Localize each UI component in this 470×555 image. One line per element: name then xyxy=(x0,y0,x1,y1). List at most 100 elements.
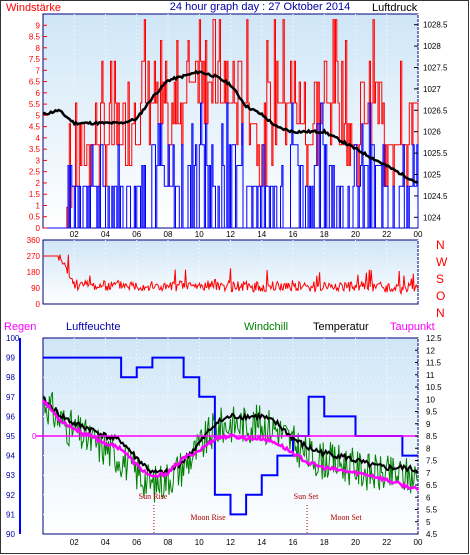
temperature-tick-label: 12 xyxy=(426,346,435,355)
left-tick-label: 1.5 xyxy=(29,190,41,199)
left-tick-label: 7 xyxy=(36,66,41,75)
temperature-tick-label: 7 xyxy=(426,469,431,478)
temperature-tick-label: 5.5 xyxy=(426,506,438,515)
temperature-tick-label: 6.5 xyxy=(426,481,438,490)
wind-direction-series-line xyxy=(43,254,419,296)
temperature-tick-label: 9 xyxy=(426,420,431,429)
direction-tick-label: 0 xyxy=(36,300,41,309)
moon-set-label: Moon Set xyxy=(330,513,362,522)
left-tick-label: 2.5 xyxy=(29,168,41,177)
wind-gust-series-line xyxy=(43,102,419,229)
left-tick-label: 1 xyxy=(36,201,41,210)
temperature-tick-label: 6 xyxy=(426,493,431,502)
right-tick-label: 1025 xyxy=(423,171,441,180)
compass-label: W xyxy=(436,255,448,269)
right-tick-label: 1026.5 xyxy=(423,106,448,115)
humidity-tick-label: 91 xyxy=(6,510,15,519)
rain-zero-label: 0 xyxy=(32,432,37,441)
right-tick-label: 1027 xyxy=(423,85,441,94)
temperature-tick-label: 4.5 xyxy=(426,530,438,539)
humidity-tick-label: 97 xyxy=(6,393,15,402)
right-tick-label: 1025.5 xyxy=(423,149,448,158)
temperature-tick-label: 8 xyxy=(426,444,431,453)
luftfeuchte-label: Luftfeuchte xyxy=(66,321,120,333)
hour-tick-label: 02 xyxy=(70,230,79,239)
temperatur-label: Temperatur xyxy=(313,321,369,333)
hour-tick-label: 10 xyxy=(195,230,204,239)
hour-tick-label: 00 xyxy=(414,538,423,547)
hour-tick-label: 12 xyxy=(226,538,235,547)
hour-tick-label: 06 xyxy=(132,538,141,547)
left-tick-label: 8.5 xyxy=(29,33,41,42)
left-tick-label: 2 xyxy=(36,179,41,188)
hour-tick-label: 04 xyxy=(101,230,110,239)
hour-tick-label: 18 xyxy=(320,538,329,547)
right-tick-label: 1024.5 xyxy=(423,192,448,201)
sun-rise-label: Sun Rise xyxy=(139,492,168,501)
right-tick-label: 1028.5 xyxy=(423,21,448,30)
hour-tick-label: 18 xyxy=(320,230,329,239)
right-tick-label: 1026 xyxy=(423,128,441,137)
chart-title: 24 hour graph day : 27 Oktober 2014 xyxy=(170,1,350,13)
hour-tick-label: 10 xyxy=(195,538,204,547)
hour-tick-label: 04 xyxy=(101,538,110,547)
humidity-tick-label: 99 xyxy=(6,354,15,363)
temperature-tick-label: 8.5 xyxy=(426,432,438,441)
direction-tick-label: 270 xyxy=(27,252,41,261)
temperature-tick-label: 9.5 xyxy=(426,408,438,417)
temperature-tick-label: 10.5 xyxy=(426,383,442,392)
hour-tick-label: 06 xyxy=(132,230,141,239)
hour-tick-label: 08 xyxy=(164,538,173,547)
luftdruck-label: Luftdruck xyxy=(372,2,418,14)
moon-rise-label: Moon Rise xyxy=(190,513,226,522)
humidity-tick-label: 90 xyxy=(6,530,15,539)
hour-tick-label: 22 xyxy=(382,538,391,547)
regen-label: Regen xyxy=(4,321,36,333)
compass-label: S xyxy=(436,272,444,286)
direction-tick-label: 180 xyxy=(27,268,41,277)
pressure-series-line xyxy=(42,69,419,184)
hour-tick-label: 02 xyxy=(70,538,79,547)
hour-tick-label: 20 xyxy=(351,538,360,547)
hour-tick-label: 14 xyxy=(257,538,266,547)
windchill-label: Windchill xyxy=(244,321,288,333)
left-tick-label: 4.5 xyxy=(29,123,41,132)
humidity-tick-label: 100 xyxy=(6,334,20,343)
left-tick-label: 6 xyxy=(36,89,41,98)
humidity-tick-label: 92 xyxy=(6,491,15,500)
hour-tick-label: 22 xyxy=(382,230,391,239)
hour-tick-label: 12 xyxy=(226,230,235,239)
left-tick-label: 6.5 xyxy=(29,78,41,87)
temperature-tick-label: 7.5 xyxy=(426,457,438,466)
wind-pressure-chart: 0 0.5 1 1.5 2 2.5 3 3.5 4 4.5 5 5.5 6 6.5 7 7.5 8 8.5 9 10… xyxy=(29,13,448,239)
right-tick-label: 1024 xyxy=(423,213,441,222)
sun-set-label: Sun Set xyxy=(294,492,319,501)
windchill-series-line xyxy=(42,392,419,503)
left-tick-label: 8 xyxy=(36,44,41,53)
hour-tick-label: 16 xyxy=(289,538,298,547)
humidity-tick-label: 98 xyxy=(6,373,15,382)
humidity-series-line xyxy=(43,356,418,516)
direction-tick-label: 90 xyxy=(31,284,40,293)
temperature-tick-label: 5 xyxy=(426,518,431,527)
windstaerke-label: Windstärke xyxy=(6,2,61,14)
temperature-tick-label: 12.5 xyxy=(426,334,442,343)
humidity-tick-label: 96 xyxy=(6,412,15,421)
left-tick-label: 3.5 xyxy=(29,145,41,154)
humidity-tick-label: 95 xyxy=(6,432,15,441)
hour-tick-label: 14 xyxy=(257,230,266,239)
left-tick-label: 9 xyxy=(36,21,41,30)
left-tick-label: 4 xyxy=(36,134,41,143)
temperature-tick-label: 11 xyxy=(426,371,435,380)
compass-label: O xyxy=(436,289,445,303)
left-tick-label: 5.5 xyxy=(29,100,41,109)
left-tick-label: 0 xyxy=(36,224,41,233)
right-tick-label: 1027.5 xyxy=(423,64,448,73)
left-tick-label: 7.5 xyxy=(29,55,41,64)
hour-tick-label: 08 xyxy=(164,230,173,239)
temperature-tick-label: 11.5 xyxy=(426,359,442,368)
compass-label: N xyxy=(436,238,445,252)
right-tick-label: 1028 xyxy=(423,42,441,51)
left-tick-label: 3 xyxy=(36,156,41,165)
